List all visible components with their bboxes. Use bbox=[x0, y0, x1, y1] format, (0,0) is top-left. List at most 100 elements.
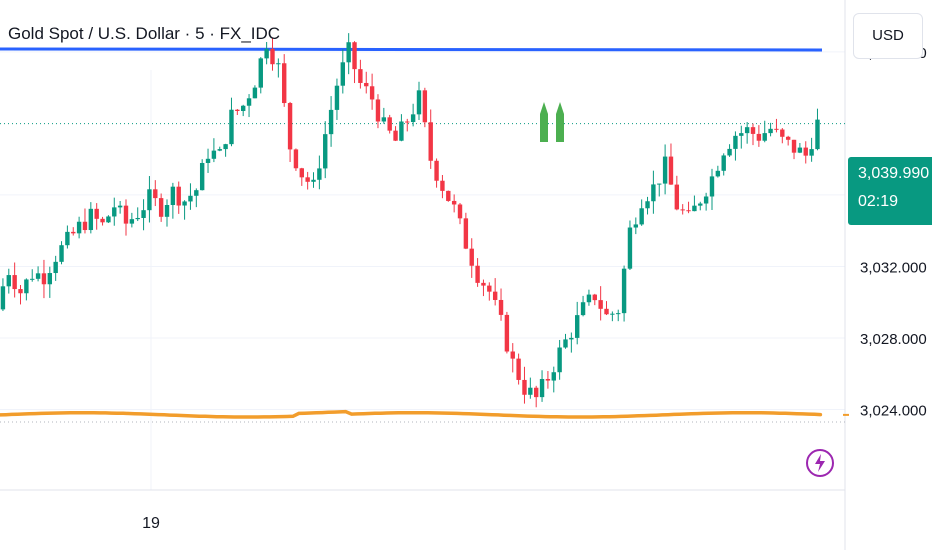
candle-body bbox=[492, 291, 498, 300]
candle-body bbox=[651, 184, 656, 202]
candle-body bbox=[258, 58, 263, 88]
candle-body bbox=[674, 184, 680, 210]
candle-body bbox=[24, 279, 29, 294]
candle-body bbox=[733, 135, 738, 149]
candle-body bbox=[217, 149, 222, 151]
candle-body bbox=[633, 224, 639, 228]
candle-body bbox=[551, 372, 556, 381]
candle-body bbox=[756, 133, 762, 141]
signal-arrow bbox=[556, 102, 564, 142]
candle-body bbox=[299, 168, 304, 178]
currency-button[interactable]: USD bbox=[853, 13, 923, 59]
candle-body bbox=[533, 387, 539, 398]
candle-body bbox=[616, 313, 621, 315]
candle-body bbox=[112, 207, 117, 217]
candle-body bbox=[586, 294, 592, 303]
candle-body bbox=[451, 200, 457, 205]
candle-body bbox=[47, 273, 53, 285]
candle-body bbox=[106, 216, 111, 223]
double-up-arrow-icon bbox=[540, 102, 564, 142]
candle-body bbox=[170, 186, 176, 206]
candle-body bbox=[686, 210, 691, 212]
title-underline bbox=[0, 47, 823, 52]
candle-body bbox=[563, 339, 568, 348]
candle-body bbox=[750, 127, 756, 134]
candle-body bbox=[381, 117, 387, 122]
y-tick-label: 3,032.000 bbox=[860, 259, 927, 276]
candle-body bbox=[182, 201, 187, 206]
candle-body bbox=[610, 313, 615, 315]
candle-body bbox=[223, 144, 228, 150]
signal-arrow bbox=[540, 102, 548, 142]
y-tick-label: 3,024.000 bbox=[860, 403, 927, 420]
candle-body bbox=[158, 198, 164, 217]
candle-body bbox=[545, 378, 551, 381]
candle-body bbox=[100, 218, 105, 223]
candle-body bbox=[147, 189, 152, 211]
candle-body bbox=[135, 217, 140, 220]
candle-body bbox=[703, 196, 709, 204]
candle-body bbox=[188, 195, 193, 202]
candle-body bbox=[41, 273, 47, 285]
candle-body bbox=[164, 205, 170, 217]
candle-body bbox=[692, 205, 697, 212]
candle-body bbox=[680, 209, 685, 211]
candle-body bbox=[6, 275, 11, 287]
candle-body bbox=[768, 128, 773, 134]
x-tick-label: 19 bbox=[142, 515, 160, 532]
candle-body bbox=[153, 189, 158, 199]
bar-countdown: 02:19 bbox=[858, 193, 899, 210]
candle-body bbox=[71, 231, 76, 234]
lightning-bolt-icon[interactable] bbox=[806, 449, 834, 477]
moving-average-line bbox=[0, 409, 823, 419]
candle-body bbox=[141, 210, 146, 218]
candle-body bbox=[416, 90, 422, 115]
candle-body bbox=[0, 286, 6, 310]
candle-body bbox=[287, 103, 293, 150]
candle-body bbox=[59, 245, 64, 262]
candle-body bbox=[199, 162, 205, 191]
candle-body bbox=[30, 278, 35, 280]
candle-body bbox=[621, 268, 627, 314]
candle-body bbox=[516, 358, 521, 380]
candle-body bbox=[65, 231, 70, 246]
candle-body bbox=[282, 63, 287, 104]
candle-body bbox=[334, 85, 340, 110]
candle-body bbox=[727, 148, 732, 156]
candle-body bbox=[475, 265, 480, 283]
candle-body bbox=[809, 149, 814, 156]
last-price-tag: 3,039.990 02:19 bbox=[848, 157, 932, 225]
candle-body bbox=[211, 150, 217, 159]
candle-body bbox=[698, 203, 703, 206]
candle-body bbox=[317, 168, 322, 180]
candle-body bbox=[569, 337, 574, 340]
candle-body bbox=[463, 218, 469, 249]
candle-body bbox=[293, 149, 299, 169]
candle-body bbox=[410, 114, 416, 123]
candle-body bbox=[276, 63, 281, 65]
candle-body bbox=[440, 180, 445, 191]
symbol-title[interactable]: Gold Spot / U.S. Dollar · 5 · FX_IDC bbox=[8, 24, 281, 43]
candle-body bbox=[744, 127, 750, 134]
candle-body bbox=[774, 128, 779, 130]
candle-body bbox=[305, 177, 310, 182]
candle-body bbox=[422, 90, 428, 123]
candle-body bbox=[117, 205, 123, 208]
candle-body bbox=[657, 183, 662, 185]
candle-body bbox=[375, 99, 381, 122]
candle-body bbox=[510, 351, 515, 359]
candle-body bbox=[592, 294, 597, 301]
candle-body bbox=[76, 221, 82, 234]
candle-body bbox=[323, 134, 328, 169]
candle-body bbox=[123, 205, 129, 224]
candle-body bbox=[598, 300, 603, 309]
candle-body bbox=[340, 62, 346, 86]
candle-body bbox=[352, 42, 357, 70]
candle-body bbox=[399, 121, 404, 141]
candle-body bbox=[575, 315, 580, 338]
candle-body bbox=[246, 98, 252, 106]
candle-body bbox=[815, 119, 820, 150]
candle-body bbox=[498, 299, 504, 315]
